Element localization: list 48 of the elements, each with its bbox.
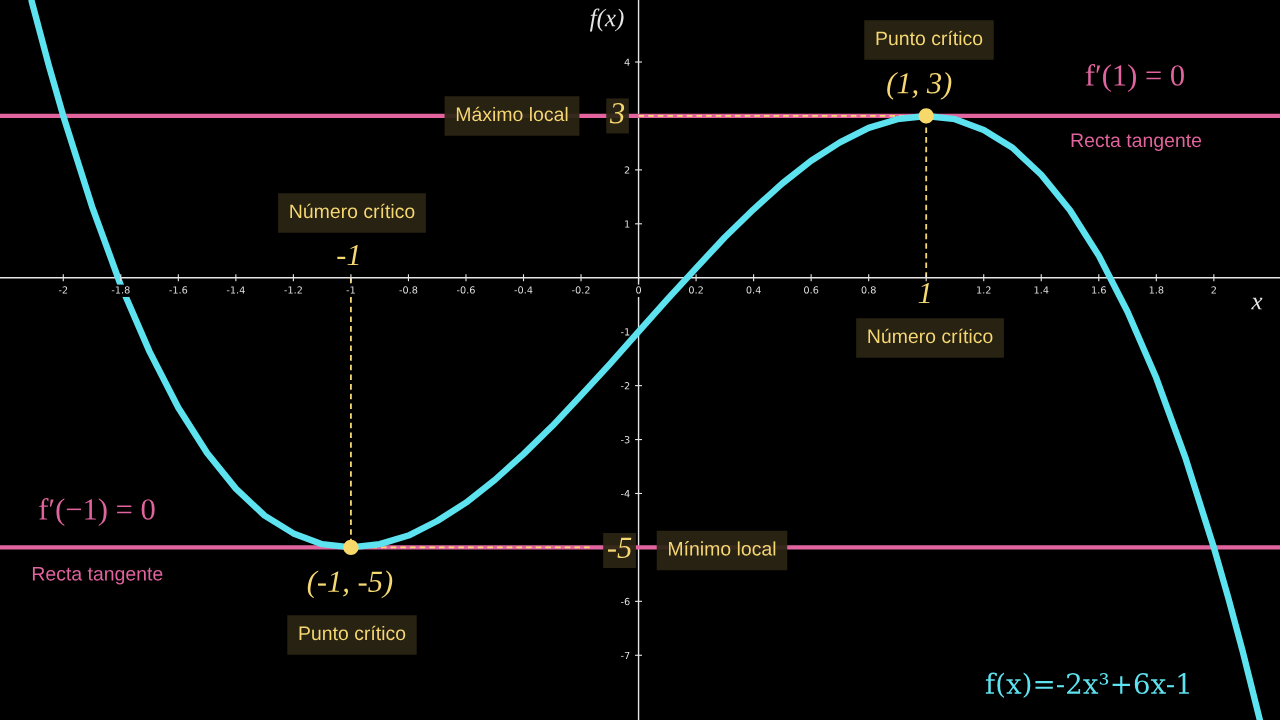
ref-line-label: Recta tangente xyxy=(1071,133,1202,152)
annotation: f′(−1) = 0 xyxy=(39,497,155,526)
y-axis-title: f(x) xyxy=(589,8,624,32)
ref-line-label: Recta tangente xyxy=(32,567,163,585)
x-tick-label: 1.6 xyxy=(1092,286,1106,294)
annotation: f′(1) = 0 xyxy=(1085,63,1184,92)
x-tick-label: 1.2 xyxy=(977,286,991,294)
x-tick-label: -0.2 xyxy=(572,286,590,294)
annotation: Número crítico xyxy=(290,203,415,219)
x-tick-label: -1.6 xyxy=(169,286,188,294)
x-tick-label: -1.4 xyxy=(226,286,245,294)
x-tick-label: -1.8 xyxy=(111,286,130,294)
x-tick-label: -1.2 xyxy=(284,286,302,294)
annotation: Número crítico xyxy=(868,328,993,344)
annotation: 1 xyxy=(918,282,930,304)
x-tick-label: 1.4 xyxy=(1034,286,1049,294)
annotation: -5 xyxy=(607,537,632,559)
x-tick-label: -0.6 xyxy=(456,286,475,294)
annotation: (1, 3) xyxy=(887,72,952,100)
y-tick-label: -3 xyxy=(621,436,630,444)
annotation: Máximo local xyxy=(456,106,568,122)
y-tick-label: -1 xyxy=(621,328,630,336)
x-tick-label: 0.6 xyxy=(804,286,819,294)
x-tick-label: 0.8 xyxy=(861,286,876,294)
x-tick-label: 0.2 xyxy=(689,286,703,294)
x-tick-label: -2 xyxy=(58,286,68,294)
x-tick-label: -0.4 xyxy=(514,286,533,294)
text: f(x)=-2x³+6x-1 xyxy=(985,672,1189,698)
x-tick-label: 0.4 xyxy=(746,286,761,294)
x-tick-label: 0 xyxy=(636,286,642,294)
annotation: -1 xyxy=(337,244,359,266)
x-axis-title: x xyxy=(1251,297,1263,310)
x-tick-label: 2 xyxy=(1211,286,1216,294)
y-tick-label: 1 xyxy=(625,220,630,228)
annotation: Mínimo local xyxy=(669,541,776,556)
annotation: (-1, -5) xyxy=(307,570,393,599)
x-tick-label: -1 xyxy=(346,286,355,294)
y-tick-label: -7 xyxy=(621,651,630,659)
y-tick-label: 4 xyxy=(624,58,630,66)
annotation: Punto crítico xyxy=(299,625,406,641)
y-tick-label: -2 xyxy=(621,382,630,390)
y-tick-label: -4 xyxy=(621,490,630,498)
y-tick-label: -6 xyxy=(621,597,630,606)
y-tick-label: 2 xyxy=(624,166,630,174)
annotation: Punto crítico xyxy=(876,30,983,46)
x-tick-label: 1.8 xyxy=(1149,286,1164,294)
x-tick-label: -0.8 xyxy=(399,286,418,294)
annotation: 3 xyxy=(609,103,625,124)
